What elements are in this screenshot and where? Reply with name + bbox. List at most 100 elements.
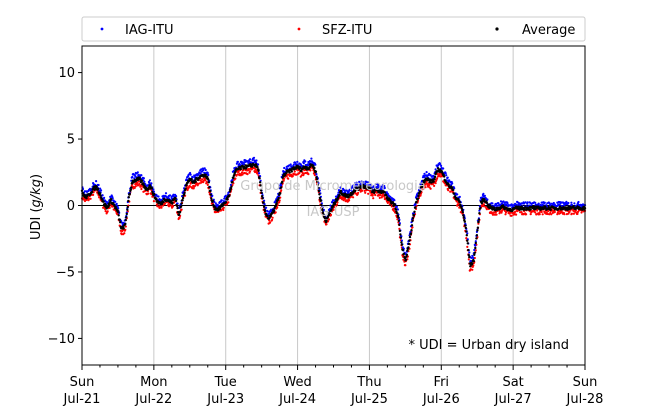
point-average (90, 190, 94, 194)
point-iag-itu (414, 203, 417, 206)
point-average (407, 242, 411, 246)
point-iag-itu (482, 192, 485, 195)
point-average (281, 180, 284, 183)
point-iag-itu (497, 202, 500, 205)
point-iag-itu (157, 195, 160, 198)
point-iag-itu (473, 248, 476, 252)
point-sfz-itu (378, 196, 381, 199)
point-average (209, 190, 212, 193)
point-average (316, 180, 319, 183)
point-iag-itu (241, 161, 245, 164)
point-iag-itu (541, 203, 544, 206)
point-sfz-itu (534, 211, 537, 214)
point-average (452, 188, 455, 191)
point-iag-itu (478, 209, 481, 212)
point-average (478, 212, 481, 215)
point-iag-itu (481, 196, 484, 199)
point-average (483, 198, 486, 201)
point-average (175, 204, 179, 208)
point-average (468, 255, 471, 259)
point-average (323, 217, 327, 220)
point-iag-itu (175, 195, 178, 198)
y-tick-label: −5 (56, 265, 75, 280)
point-iag-itu (367, 181, 370, 184)
point-average (118, 218, 121, 221)
point-average (463, 220, 466, 223)
point-average (330, 208, 333, 211)
point-average (228, 194, 231, 197)
point-iag-itu (114, 200, 117, 203)
point-sfz-itu (309, 169, 312, 172)
point-average (207, 181, 210, 184)
point-average (231, 180, 234, 184)
point-average (85, 197, 88, 200)
point-average (400, 243, 404, 246)
point-average (339, 189, 343, 193)
point-sfz-itu (234, 177, 237, 180)
point-sfz-itu (192, 187, 195, 190)
point-average (476, 229, 479, 232)
point-average (399, 233, 402, 236)
point-average (234, 170, 237, 173)
point-iag-itu (565, 200, 568, 203)
point-average (430, 181, 433, 184)
point-iag-itu (95, 180, 98, 183)
point-average (224, 201, 228, 204)
point-average (126, 208, 129, 211)
point-average (140, 179, 144, 183)
point-average (190, 178, 193, 181)
point-average (218, 207, 221, 211)
point-sfz-itu (576, 212, 579, 215)
point-iag-itu (266, 210, 269, 213)
point-iag-itu (304, 160, 307, 163)
point-iag-itu (445, 174, 448, 177)
point-average (285, 172, 288, 175)
point-iag-itu (486, 198, 489, 201)
point-average (438, 168, 442, 171)
point-sfz-itu (570, 212, 574, 215)
point-iag-itu (223, 197, 226, 200)
x-tick-date: Jul-22 (134, 392, 172, 407)
point-sfz-itu (325, 223, 328, 226)
point-sfz-itu (89, 197, 92, 200)
point-average (126, 205, 129, 209)
point-sfz-itu (396, 218, 399, 221)
point-average (432, 180, 435, 183)
point-average (226, 198, 229, 201)
point-average (397, 219, 401, 223)
point-average (475, 234, 479, 237)
point-average (317, 189, 321, 193)
point-sfz-itu (276, 206, 279, 209)
point-average (476, 226, 480, 229)
point-average (102, 200, 105, 203)
legend: IAG-ITU SFZ-ITU Average (81, 16, 586, 42)
point-average (402, 252, 406, 255)
point-sfz-itu (361, 189, 364, 192)
point-average (256, 166, 259, 169)
point-average (323, 215, 326, 218)
point-average (466, 242, 469, 245)
point-iag-itu (434, 168, 437, 171)
point-sfz-itu (167, 205, 171, 208)
x-tick-day: Sat (502, 375, 523, 390)
point-average (162, 200, 165, 204)
point-sfz-itu (550, 213, 553, 216)
point-average (150, 187, 154, 190)
point-average (148, 184, 152, 187)
point-average (549, 208, 552, 211)
point-average (467, 248, 470, 252)
point-sfz-itu (529, 213, 532, 216)
point-iag-itu (570, 201, 573, 204)
point-iag-itu (268, 212, 271, 215)
point-average (480, 202, 484, 205)
legend-marker-sfz-itu (297, 27, 301, 31)
point-average (177, 213, 181, 216)
point-sfz-itu (194, 184, 197, 187)
point-iag-itu (549, 203, 552, 206)
point-sfz-itu (140, 187, 143, 191)
y-axis-label: UDI (g/kg) (29, 174, 44, 240)
x-tick-day: Sun (70, 375, 95, 390)
point-average (474, 246, 477, 250)
point-average (232, 176, 235, 180)
